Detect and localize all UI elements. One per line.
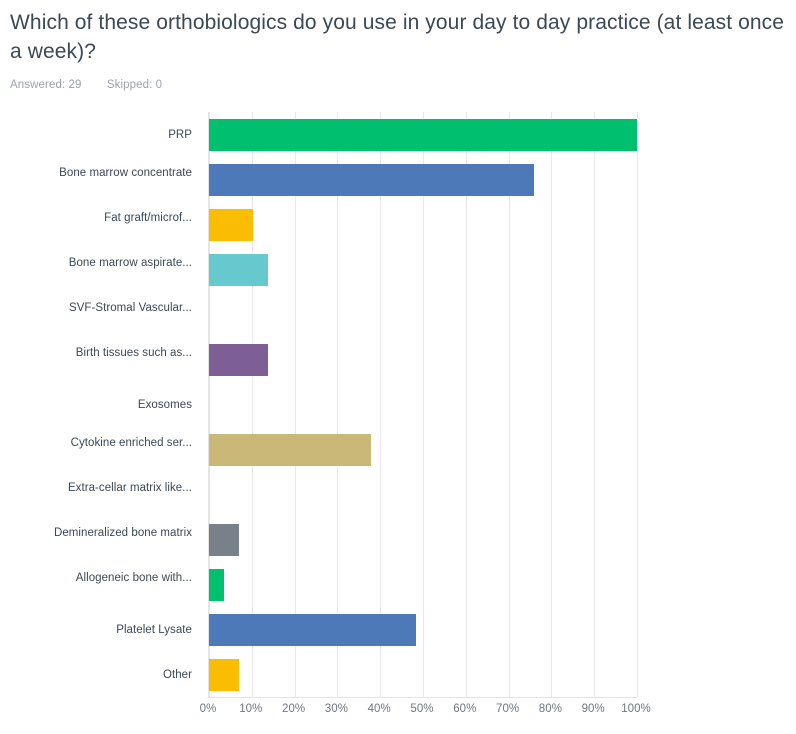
bar[interactable] <box>209 208 254 241</box>
bar-rows <box>209 112 637 697</box>
bar-row[interactable] <box>209 389 637 421</box>
bar-row[interactable] <box>209 118 637 151</box>
bar-row[interactable] <box>209 658 637 691</box>
bar-row[interactable] <box>209 568 637 601</box>
y-axis-label: Bone marrow concentrate <box>59 166 192 179</box>
x-axis-tick-label: 0% <box>199 703 217 715</box>
response-summary: Answered: 29 Skipped: 0 <box>10 79 162 91</box>
bar-row[interactable] <box>209 479 637 511</box>
x-axis-tick-label: 30% <box>324 703 348 715</box>
y-axis-label: Platelet Lysate <box>116 623 192 636</box>
y-axis-label: Demineralized bone matrix <box>53 526 192 539</box>
y-axis-label: Bone marrow aspirate... <box>68 256 192 269</box>
bar[interactable] <box>209 568 224 601</box>
x-axis-tick-label: 20% <box>282 703 306 715</box>
y-axis-labels: PRP Bone marrow concentrate Fat graft/micr… <box>0 112 200 697</box>
bar-chart: PRP Bone marrow concentrate Fat graft/micr… <box>0 100 796 734</box>
bar[interactable] <box>209 523 239 556</box>
x-axis-tick-label: 80% <box>538 703 562 715</box>
x-axis-tick-label: 70% <box>496 703 520 715</box>
y-axis-label: Exosomes <box>137 398 192 411</box>
bar[interactable] <box>209 433 372 466</box>
bar[interactable] <box>209 163 534 196</box>
x-axis-tick-label: 50% <box>410 703 434 715</box>
y-axis-label: Extra-cellar matrix like... <box>67 481 192 494</box>
bar[interactable] <box>209 613 416 646</box>
bar-row[interactable] <box>209 433 637 466</box>
y-axis-label: Fat graft/microf... <box>104 211 192 224</box>
y-axis-label: Birth tissues such as... <box>75 346 192 359</box>
x-axis-tick-label: 90% <box>581 703 605 715</box>
skipped-count: Skipped: 0 <box>106 79 163 91</box>
answered-count: Answered: 29 <box>10 79 82 91</box>
x-axis-labels: 0% 10% 20% 30% 40% 50% 60% 70% 80% 90% 100% <box>200 703 651 723</box>
x-axis-tick-label: 40% <box>367 703 391 715</box>
y-axis-label: Allogeneic bone with... <box>75 571 192 584</box>
bar-row[interactable] <box>209 613 637 646</box>
bar-row[interactable] <box>209 343 637 376</box>
x-axis-tick-label: 10% <box>239 703 263 715</box>
gridline <box>637 112 638 697</box>
y-axis-label: Other <box>162 668 192 681</box>
bar-row[interactable] <box>209 299 637 331</box>
y-axis-label: Cytokine enriched ser... <box>70 436 192 449</box>
page-title: Which of these orthobiologics do you use… <box>10 11 785 63</box>
bar[interactable] <box>209 253 269 286</box>
x-axis-tick-label: 60% <box>453 703 477 715</box>
bar[interactable] <box>209 658 239 691</box>
y-axis-label: SVF-Stromal Vascular... <box>68 301 192 314</box>
bar-row[interactable] <box>209 253 637 286</box>
bar-row[interactable] <box>209 163 637 196</box>
x-axis-tick-label: 100% <box>621 703 651 715</box>
bar-row[interactable] <box>209 523 637 556</box>
bar-row[interactable] <box>209 208 637 241</box>
bar[interactable] <box>209 343 269 376</box>
bar[interactable] <box>209 118 637 151</box>
plot-area <box>208 112 638 698</box>
y-axis-label: PRP <box>168 128 192 141</box>
